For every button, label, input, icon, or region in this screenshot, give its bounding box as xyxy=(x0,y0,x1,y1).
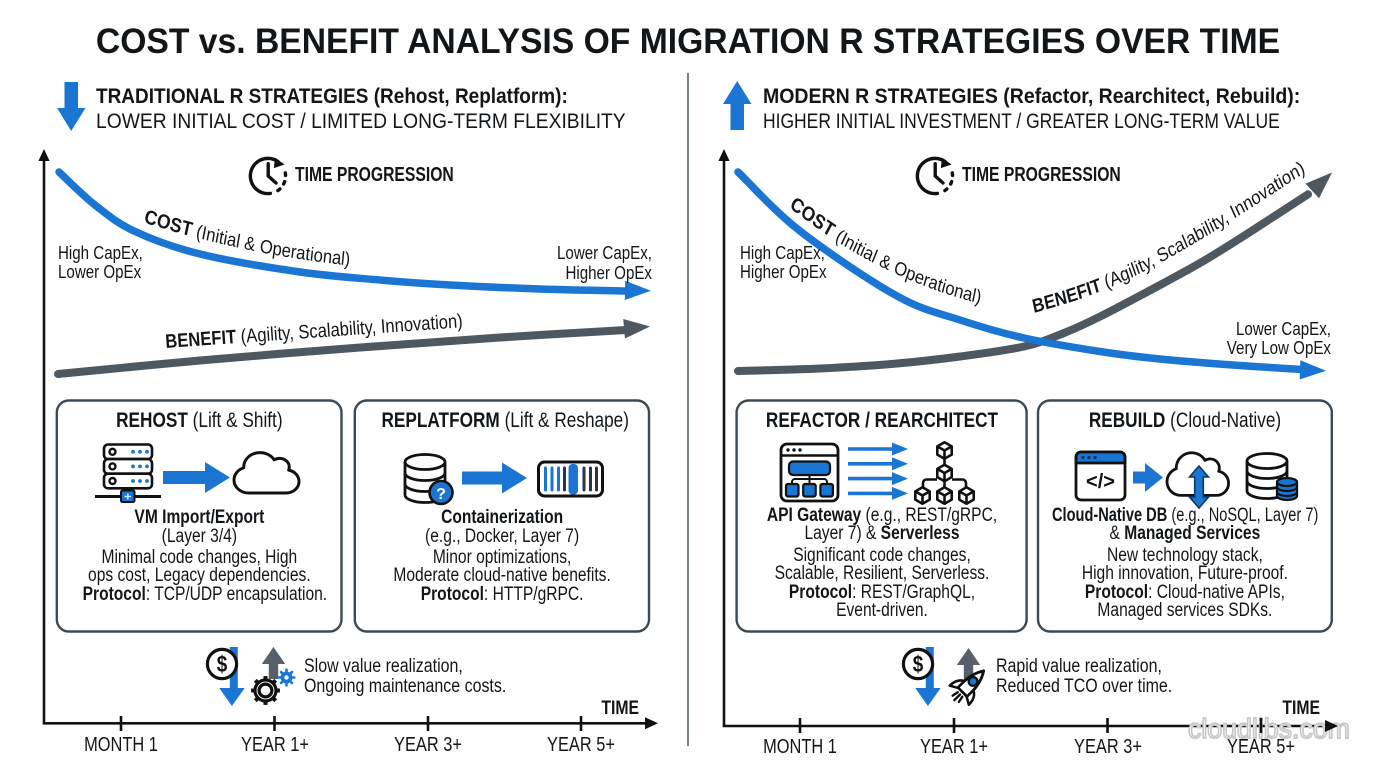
svg-text:</>: </> xyxy=(1086,471,1115,493)
svg-text:?: ? xyxy=(436,486,446,503)
